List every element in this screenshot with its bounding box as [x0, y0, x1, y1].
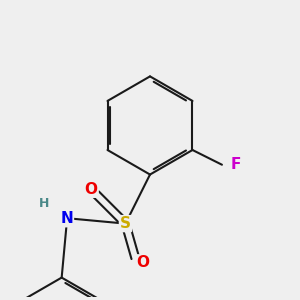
Text: F: F — [230, 157, 241, 172]
Text: S: S — [120, 216, 131, 231]
Text: O: O — [136, 255, 149, 270]
Text: H: H — [39, 197, 50, 211]
Text: O: O — [85, 182, 98, 197]
Text: N: N — [60, 211, 73, 226]
